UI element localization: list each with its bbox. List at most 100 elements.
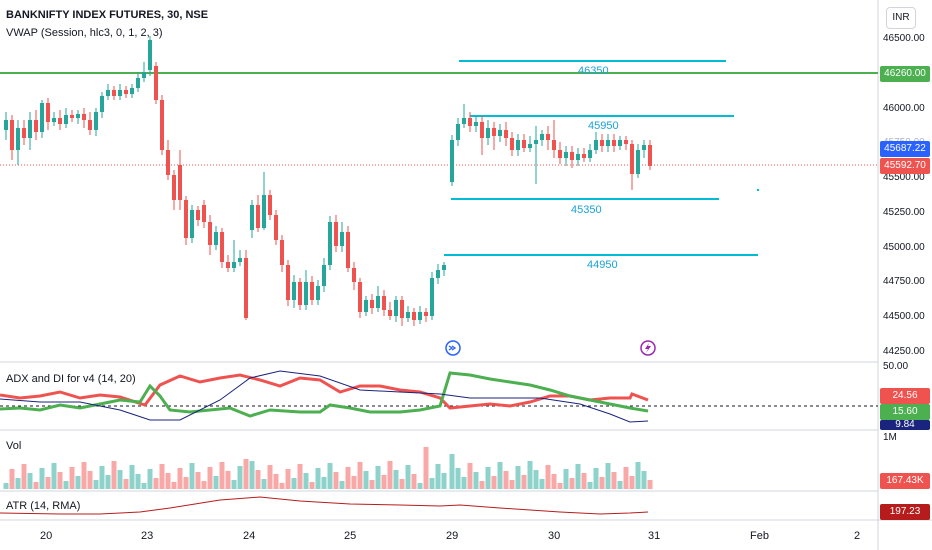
- candle-body[interactable]: [394, 300, 398, 316]
- candle-body[interactable]: [142, 72, 146, 78]
- symbol-title[interactable]: BANKNIFTY INDEX FUTURES, 30, NSE: [6, 9, 209, 21]
- candle-body[interactable]: [292, 282, 296, 300]
- candle-body[interactable]: [40, 103, 44, 132]
- candle-body[interactable]: [486, 128, 490, 138]
- candle-body[interactable]: [450, 140, 454, 182]
- candle-body[interactable]: [552, 140, 556, 150]
- candle-body[interactable]: [316, 286, 320, 300]
- candle-body[interactable]: [238, 258, 242, 262]
- candle-body[interactable]: [498, 130, 502, 136]
- candle-body[interactable]: [334, 222, 338, 246]
- candle-body[interactable]: [364, 300, 368, 312]
- candle-body[interactable]: [340, 232, 344, 246]
- candle-body[interactable]: [462, 118, 466, 124]
- candle-body[interactable]: [220, 232, 224, 262]
- candle-body[interactable]: [70, 115, 74, 118]
- candle-body[interactable]: [370, 300, 374, 308]
- candle-body[interactable]: [160, 100, 164, 150]
- candle-body[interactable]: [16, 128, 20, 150]
- volume-indicator-label[interactable]: Vol: [6, 440, 22, 452]
- candle-body[interactable]: [358, 282, 362, 312]
- candle-body[interactable]: [642, 145, 646, 150]
- candle-body[interactable]: [256, 205, 260, 228]
- candle-body[interactable]: [442, 265, 446, 270]
- candle-body[interactable]: [346, 232, 350, 268]
- candle-body[interactable]: [226, 262, 230, 268]
- candle-body[interactable]: [190, 210, 194, 238]
- candle-body[interactable]: [504, 130, 508, 138]
- candle-body[interactable]: [208, 222, 212, 245]
- candle-body[interactable]: [522, 140, 526, 148]
- candle-body[interactable]: [214, 232, 218, 245]
- candle-body[interactable]: [456, 124, 460, 140]
- candle-body[interactable]: [376, 296, 380, 308]
- candle-body[interactable]: [166, 150, 170, 175]
- candle-body[interactable]: [196, 210, 200, 220]
- candle-body[interactable]: [400, 300, 404, 318]
- candle-body[interactable]: [4, 120, 8, 130]
- candle-body[interactable]: [618, 140, 622, 146]
- currency-button[interactable]: INR: [886, 7, 916, 29]
- candle-body[interactable]: [112, 90, 116, 96]
- candle-body[interactable]: [154, 66, 158, 100]
- candle-body[interactable]: [612, 140, 616, 146]
- lightning-circle-icon[interactable]: [640, 340, 656, 356]
- arrow-right-circle-icon[interactable]: [445, 340, 461, 356]
- candle-body[interactable]: [412, 312, 416, 320]
- candle-body[interactable]: [46, 103, 50, 122]
- adx-indicator-label[interactable]: ADX and DI for v4 (14, 20): [6, 373, 136, 385]
- candle-body[interactable]: [558, 150, 562, 158]
- candle-body[interactable]: [136, 78, 140, 88]
- candle-body[interactable]: [76, 114, 80, 118]
- candle-body[interactable]: [28, 120, 32, 138]
- candle-body[interactable]: [600, 140, 604, 146]
- candle-body[interactable]: [474, 122, 478, 126]
- candle-body[interactable]: [352, 268, 356, 282]
- candle-body[interactable]: [298, 282, 302, 305]
- candle-body[interactable]: [94, 112, 98, 130]
- candle-body[interactable]: [148, 40, 152, 70]
- candle-body[interactable]: [648, 145, 652, 166]
- candle-body[interactable]: [570, 152, 574, 160]
- candlestick-series[interactable]: [4, 36, 652, 326]
- candle-body[interactable]: [280, 240, 284, 265]
- candle-body[interactable]: [418, 312, 422, 320]
- candle-body[interactable]: [546, 134, 550, 140]
- candle-body[interactable]: [250, 205, 254, 230]
- candle-body[interactable]: [528, 144, 532, 148]
- candle-body[interactable]: [232, 262, 236, 268]
- candle-body[interactable]: [244, 258, 248, 318]
- candle-body[interactable]: [588, 150, 592, 158]
- candle-body[interactable]: [202, 205, 206, 222]
- candle-body[interactable]: [34, 120, 38, 132]
- candle-body[interactable]: [564, 152, 568, 158]
- candle-body[interactable]: [630, 144, 634, 174]
- candle-body[interactable]: [310, 282, 314, 300]
- candle-body[interactable]: [286, 265, 290, 300]
- candle-body[interactable]: [178, 165, 182, 200]
- candle-body[interactable]: [594, 140, 598, 150]
- candle-body[interactable]: [328, 222, 332, 265]
- candle-body[interactable]: [582, 154, 586, 158]
- candle-body[interactable]: [468, 118, 472, 126]
- candle-body[interactable]: [106, 90, 110, 96]
- atr-indicator-label[interactable]: ATR (14, RMA): [6, 500, 81, 512]
- candle-body[interactable]: [388, 310, 392, 316]
- candle-body[interactable]: [606, 140, 610, 146]
- candle-body[interactable]: [130, 88, 134, 94]
- candle-body[interactable]: [576, 154, 580, 160]
- candle-body[interactable]: [406, 312, 410, 318]
- candle-body[interactable]: [274, 215, 278, 240]
- candle-body[interactable]: [636, 150, 640, 174]
- vwap-indicator-label[interactable]: VWAP (Session, hlc3, 0, 1, 2, 3): [6, 27, 163, 39]
- candle-body[interactable]: [88, 120, 92, 130]
- candle-body[interactable]: [492, 128, 496, 136]
- candle-body[interactable]: [534, 140, 538, 144]
- candle-body[interactable]: [268, 195, 272, 215]
- candle-body[interactable]: [184, 200, 188, 238]
- candle-body[interactable]: [624, 140, 628, 144]
- candle-body[interactable]: [118, 90, 122, 96]
- candle-body[interactable]: [382, 296, 386, 310]
